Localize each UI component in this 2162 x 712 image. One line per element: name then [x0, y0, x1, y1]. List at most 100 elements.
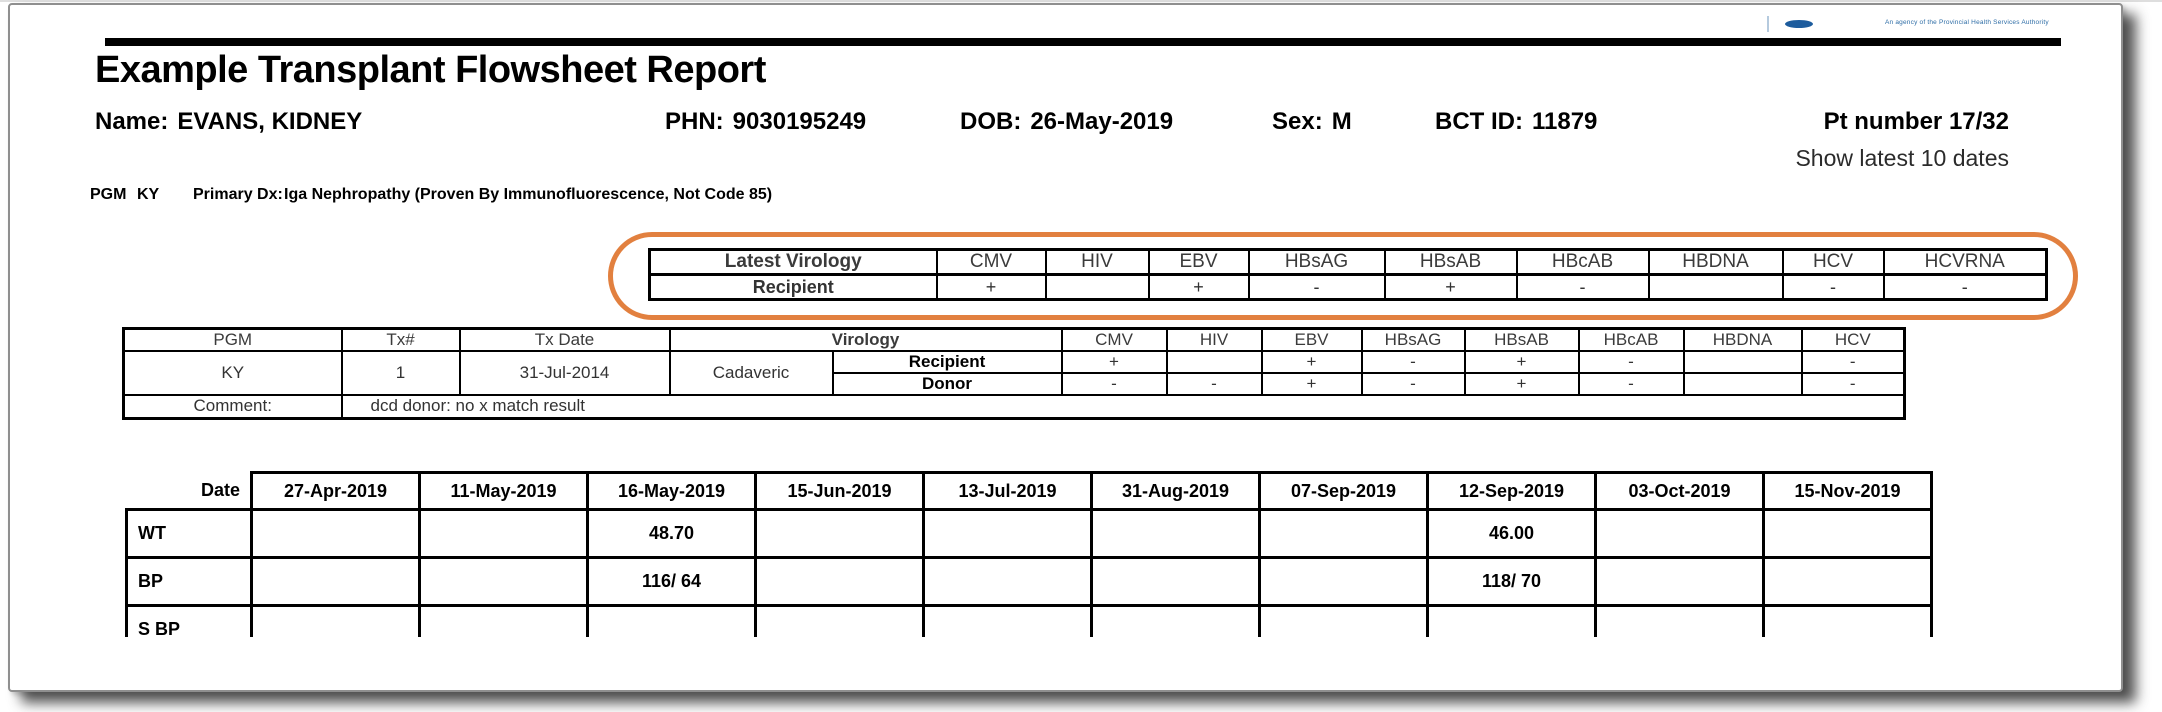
date-header-cell: 15-Nov-2019 [1762, 471, 1933, 511]
value-cell [250, 604, 421, 637]
latest-virology-header-row: Latest Virology CMV HIV EBV HBsAG HBsAB … [648, 248, 2048, 276]
row-label: WT [125, 508, 253, 559]
flowsheet-table: Date 27-Apr-2019 11-May-2019 16-May-2019… [125, 471, 1933, 637]
date-header-cell: 16-May-2019 [586, 471, 757, 511]
patient-phn: PHN: 9030195249 [665, 108, 866, 136]
pgm-label: PGM [90, 186, 127, 203]
sex-value: M [1331, 108, 1352, 135]
tx-num-cell: 1 [340, 350, 461, 396]
value-cell [586, 604, 757, 637]
value-cell [754, 604, 925, 637]
value-cell [1762, 556, 1933, 607]
transplant-donor-row: Donor - - + - + - - [124, 372, 1906, 396]
latest-virology-recipient-row: Recipient + + - + - - - [648, 273, 2048, 301]
header-rule [105, 38, 2061, 46]
date-header-cell: 03-Oct-2019 [1594, 471, 1765, 511]
value-cell: - [1247, 273, 1386, 301]
pt-number: Pt number 17/32 [1823, 108, 2009, 135]
pgm-header: PGM [122, 327, 343, 352]
latest-virology-table: Latest Virology CMV HIV EBV HBsAG HBsAB … [648, 248, 2048, 301]
bct-label: BCT ID: [1435, 108, 1523, 135]
patient-sex: Sex: M [1272, 108, 1352, 136]
flowsheet-row-bp: BP 116/ 64 118/ 70 [125, 556, 1933, 607]
value-cell: 116/ 64 [586, 556, 757, 607]
donor-label: Donor [831, 372, 1063, 396]
value-cell [1682, 350, 1803, 374]
phn-value: 9030195249 [732, 108, 867, 135]
column-header: HIV [1044, 248, 1150, 276]
column-header: HBDNA [1682, 327, 1803, 352]
value-cell [418, 556, 589, 607]
value-cell [922, 604, 1093, 637]
column-header: EBV [1260, 327, 1363, 352]
value-cell [922, 508, 1093, 559]
flowsheet-date-header-row: Date 27-Apr-2019 11-May-2019 16-May-2019… [126, 471, 1933, 511]
value-cell [1682, 372, 1803, 396]
value-cell [250, 508, 421, 559]
column-header: HBsAB [1383, 248, 1518, 276]
value-cell [1165, 350, 1263, 374]
dob-label: DOB: [960, 108, 1022, 135]
value-cell: - [1577, 350, 1685, 374]
tx-date-cell: 31-Jul-2014 [458, 350, 671, 396]
value-cell [1594, 508, 1765, 559]
name-value: EVANS, KIDNEY [177, 108, 363, 135]
value-cell: 118/ 70 [1426, 556, 1597, 607]
value-cell: - [1515, 273, 1650, 301]
value-cell: + [1260, 372, 1363, 396]
phn-label: PHN: [665, 108, 724, 135]
virology-header: Virology [668, 327, 1063, 352]
value-cell: - [1165, 372, 1263, 396]
value-cell: + [1060, 350, 1168, 374]
value-cell: 46.00 [1426, 508, 1597, 559]
value-cell [1762, 508, 1933, 559]
column-header: HBcAB [1515, 248, 1650, 276]
recipient-label: Recipient [831, 350, 1063, 374]
value-cell [1647, 273, 1784, 301]
value-cell [418, 508, 589, 559]
tx-date-header: Tx Date [458, 327, 671, 352]
value-cell: - [1800, 350, 1906, 374]
column-header: HBcAB [1577, 327, 1685, 352]
patient-bct-id: BCT ID: 11879 [1435, 108, 1597, 136]
column-header: HCV [1781, 248, 1885, 276]
logo-separator [1767, 16, 1769, 32]
value-cell [1044, 273, 1150, 301]
dob-value: 26-May-2019 [1030, 108, 1174, 135]
sex-label: Sex: [1272, 108, 1323, 135]
show-latest-dates: Show latest 10 dates [1795, 145, 2009, 171]
patient-name: Name: EVANS, KIDNEY [95, 108, 362, 136]
value-cell [1090, 604, 1261, 637]
pgm-value: KY [137, 186, 160, 203]
report-title: Example Transplant Flowsheet Report [95, 49, 766, 91]
value-cell: - [1060, 372, 1168, 396]
value-cell [1090, 508, 1261, 559]
comment-label: Comment: [122, 394, 343, 419]
column-header: HCV [1800, 327, 1906, 352]
value-cell: + [1147, 273, 1250, 301]
value-cell [754, 556, 925, 607]
comment-value: dcd donor: no x match result [340, 394, 1906, 419]
transplant-section: PGM Tx# Tx Date Virology CMV HIV EBV HBs… [122, 327, 1907, 420]
date-header-cell: 31-Aug-2019 [1090, 471, 1261, 511]
flowsheet-row-wt: WT 48.70 46.00 [125, 508, 1933, 559]
value-cell: - [1577, 372, 1685, 396]
value-cell [922, 556, 1093, 607]
value-cell: + [935, 273, 1047, 301]
document-card: An agency of the Provincial Health Servi… [8, 3, 2123, 692]
row-label: BP [125, 556, 253, 607]
column-header: HBsAG [1247, 248, 1386, 276]
value-cell: - [1360, 350, 1466, 374]
column-header: CMV [935, 248, 1047, 276]
value-cell: 48.70 [586, 508, 757, 559]
column-header: HCVRNA [1882, 248, 2048, 276]
value-cell: + [1260, 350, 1363, 374]
value-cell [1762, 604, 1933, 637]
flowsheet-section: Date 27-Apr-2019 11-May-2019 16-May-2019… [125, 471, 1937, 637]
value-cell [1258, 508, 1429, 559]
value-cell: + [1463, 372, 1580, 396]
date-header-cell: 11-May-2019 [418, 471, 589, 511]
date-label: Date [126, 472, 253, 511]
value-cell [1426, 604, 1597, 637]
transplant-comment-row: Comment: dcd donor: no x match result [122, 394, 1906, 419]
